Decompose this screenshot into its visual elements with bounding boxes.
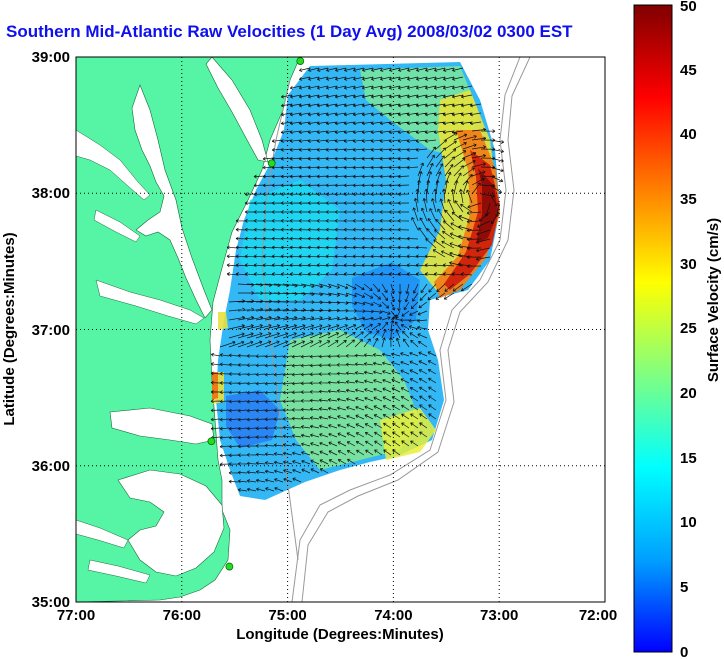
- velocity-zone-orange-west: [212, 372, 218, 400]
- grid-lines: [76, 57, 605, 602]
- velocity-zone-blue-center: [352, 262, 420, 340]
- colorbar-tick-label: 45: [680, 62, 697, 79]
- x-tick-label: 72:00: [579, 607, 617, 624]
- y-tick-label: 38:00: [32, 185, 70, 202]
- colorbar-tick-label: 50: [680, 0, 697, 15]
- x-tick-label: 73:00: [480, 607, 518, 624]
- colorbar-tick-label: 15: [680, 450, 697, 467]
- station-marker: [207, 437, 216, 446]
- y-tick-label: 37:00: [32, 322, 70, 339]
- colorbar: [633, 4, 673, 653]
- plot-frame: [75, 56, 606, 603]
- y-tick-labels: 35:00 36:00 37:00 38:00 39:00: [32, 49, 70, 611]
- y-axis-label: Latitude (Degrees:Minutes): [1, 232, 18, 425]
- pamlico-river: [76, 519, 129, 549]
- y-tick-label: 35:00: [32, 594, 70, 611]
- river-james: [95, 279, 205, 325]
- x-tick-label: 75:00: [268, 607, 306, 624]
- river-rappahannock: [93, 209, 141, 243]
- albemarle-sound: [109, 407, 215, 445]
- x-tick-label: 74:00: [374, 607, 412, 624]
- colorbar-tick-label: 0: [680, 644, 688, 659]
- x-tick-label: 76:00: [163, 607, 201, 624]
- velocity-vector-arrows: [210, 67, 505, 492]
- velocity-vectors: [210, 67, 505, 492]
- station-markers: [207, 57, 305, 571]
- colorbar-label: Surface Velocity (cm/s): [705, 218, 722, 382]
- y-tick-label: 36:00: [32, 458, 70, 475]
- colorbar-ticks: 0 5 10 15 20 25 30 35 40 45 50: [680, 0, 697, 659]
- colorbar-tick-label: 35: [680, 191, 697, 208]
- chart-title: Southern Mid-Atlantic Raw Velocities (1 …: [6, 22, 573, 41]
- colorbar-tick-label: 5: [680, 579, 688, 596]
- station-marker: [267, 159, 276, 168]
- colorbar-tick-label: 20: [680, 385, 697, 402]
- x-tick-labels: 77:00 76:00 75:00 74:00 73:00 72:00: [57, 607, 617, 624]
- velocity-zone-yellow-south: [380, 408, 436, 460]
- colorbar-tick-label: 40: [680, 126, 697, 143]
- pamlico-sound: [117, 469, 225, 577]
- colorbar-tick-label: 10: [680, 514, 697, 531]
- colorbar-tick-label: 30: [680, 256, 697, 273]
- neuse-river: [87, 559, 151, 584]
- y-tick-label: 39:00: [32, 49, 70, 66]
- river-potomac: [76, 129, 151, 201]
- station-marker: [225, 562, 234, 571]
- chesapeake-bay: [131, 84, 213, 319]
- delaware-bay: [205, 57, 269, 163]
- station-marker: [296, 57, 305, 65]
- x-axis-label: Longitude (Degrees:Minutes): [236, 626, 444, 643]
- colorbar-tick-label: 25: [680, 320, 697, 337]
- x-tick-label: 77:00: [57, 607, 95, 624]
